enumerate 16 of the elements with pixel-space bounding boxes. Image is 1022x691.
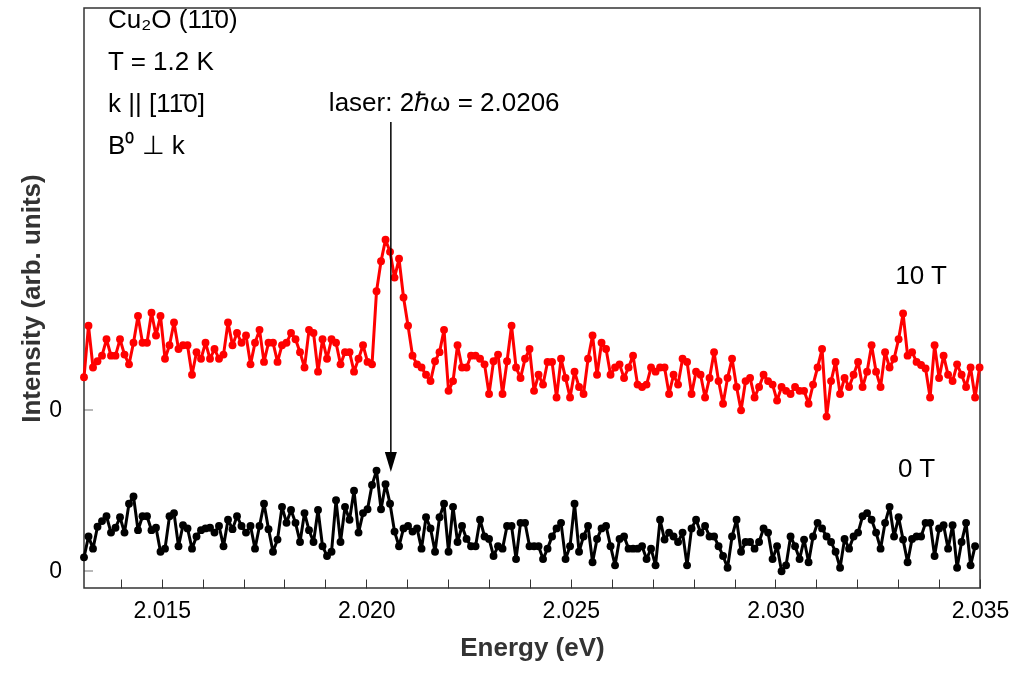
series-label: 10 T: [895, 259, 947, 290]
ref-line-label: laser: 2ℏω = 2.0206: [328, 87, 560, 117]
x-tick-label: 2.035: [951, 596, 1010, 623]
text: Cu₂O (11̄0): [108, 4, 238, 34]
text: B⁰ ⊥ k: [108, 130, 186, 160]
text: 0: [49, 557, 62, 583]
text: 0: [49, 396, 62, 422]
series-label: 0 T: [898, 452, 936, 483]
text: T = 1.2 K: [108, 46, 215, 76]
x-tick-label: 2.015: [133, 596, 192, 623]
x-axis-title: Energy (eV): [460, 631, 605, 662]
x-tick-label: 2.030: [747, 596, 805, 623]
y-axis-title: Intensity (arb. units): [15, 174, 46, 423]
x-tick-label: 2.020: [338, 596, 396, 623]
x-tick-label: 2.025: [542, 596, 601, 623]
text: k || [11̄0]: [108, 88, 205, 118]
